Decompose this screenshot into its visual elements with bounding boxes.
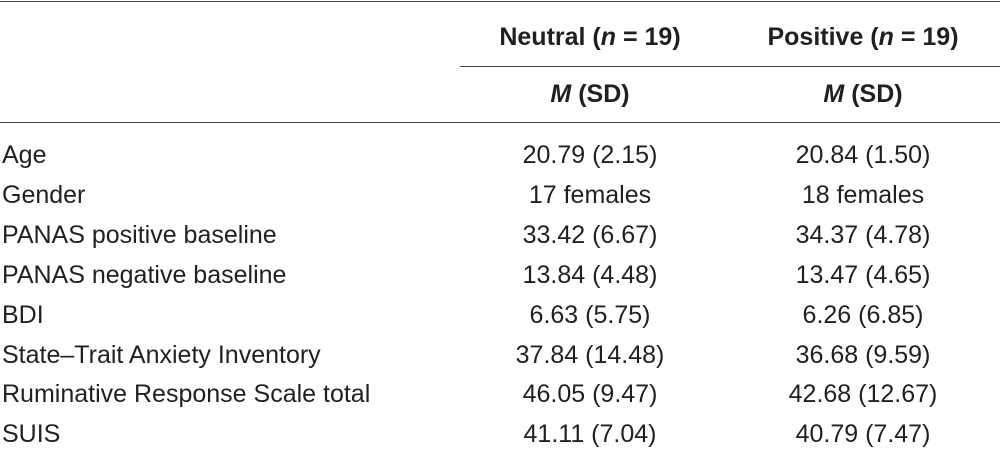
column-header: Positive (n = 19) [767, 22, 958, 52]
cell-value: 37.84 (14.48) [515, 340, 665, 369]
header-text: Positive ( [767, 23, 879, 51]
header-bottom-rule [0, 122, 1000, 123]
header-text: Neutral ( [499, 23, 601, 51]
cell-value: 18 females [801, 180, 925, 209]
cell-value: 13.84 (4.48) [522, 260, 658, 289]
cell-value: 13.47 (4.65) [795, 260, 931, 289]
cell-value: 46.05 (9.47) [522, 380, 658, 409]
column-header: M (SD) [550, 79, 629, 109]
header-rule [460, 66, 1000, 67]
header-text: (SD) [571, 80, 630, 108]
row-label: PANAS positive baseline [2, 220, 277, 249]
top-rule [0, 1, 1000, 2]
row-label: BDI [2, 300, 44, 329]
cell-value: 40.79 (7.47) [795, 420, 931, 449]
row-label: SUIS [2, 420, 61, 449]
cell-value: 41.11 (7.04) [523, 420, 657, 449]
column-header: M (SD) [823, 79, 902, 109]
header-text: = 19) [616, 23, 681, 51]
cell-value: 6.26 (6.85) [802, 300, 924, 329]
cell-value: 20.84 (1.50) [795, 141, 931, 169]
header-text: M [823, 80, 845, 108]
cell-value: 17 females [528, 180, 652, 209]
cell-value: 6.63 (5.75) [529, 300, 651, 329]
row-label: PANAS negative baseline [2, 260, 287, 289]
cell-value: 42.68 (12.67) [788, 380, 938, 409]
cell-value: 33.42 (6.67) [522, 220, 658, 249]
header-text: (SD) [844, 80, 903, 108]
header-text: = 19) [893, 23, 959, 51]
cell-value: 20.79 (2.15) [522, 141, 658, 169]
row-label: State–Trait Anxiety Inventory [2, 340, 321, 369]
row-label: Gender [2, 180, 86, 209]
cell-value: 36.68 (9.59) [795, 340, 931, 369]
header-text: n [878, 23, 894, 51]
row-label: Age [2, 141, 47, 169]
row-label: Ruminative Response Scale total [2, 380, 371, 409]
cell-value: 34.37 (4.78) [795, 220, 931, 249]
header-text: n [600, 23, 617, 51]
header-text: M [550, 80, 572, 108]
column-header: Neutral (n = 19) [499, 22, 680, 52]
